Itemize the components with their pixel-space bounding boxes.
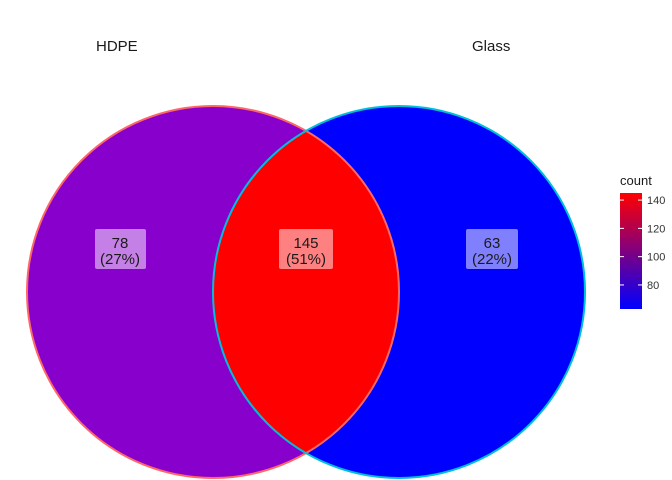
region-percent-glass-only: (22%) bbox=[472, 251, 512, 268]
legend-tick-label: 140 bbox=[647, 195, 665, 207]
region-count-hdpe-only: 78 bbox=[112, 235, 129, 252]
set-outline-glass bbox=[212, 105, 586, 479]
legend-title: count bbox=[620, 173, 652, 188]
set-outline-hdpe bbox=[26, 105, 400, 479]
set-label-glass: Glass bbox=[472, 38, 510, 55]
region-box-glass-only bbox=[466, 229, 518, 269]
legend: count 80 100 120 140 bbox=[620, 173, 665, 309]
region-count-glass-only: 63 bbox=[484, 235, 501, 252]
region-percent-intersection: (51%) bbox=[286, 251, 326, 268]
legend-ticks: 80 100 120 140 bbox=[620, 195, 665, 292]
legend-colorbar bbox=[620, 193, 642, 309]
region-percent-hdpe-only: (27%) bbox=[100, 251, 140, 268]
region-box-intersection bbox=[279, 229, 333, 269]
legend-tick-label: 100 bbox=[647, 252, 665, 264]
set-label-hdpe: HDPE bbox=[96, 38, 138, 55]
intersection-region bbox=[213, 106, 399, 478]
legend-tick-label: 80 bbox=[647, 280, 659, 292]
region-box-hdpe-only bbox=[95, 229, 146, 269]
region-count-intersection: 145 bbox=[293, 235, 318, 252]
legend-tick-label: 120 bbox=[647, 223, 665, 235]
